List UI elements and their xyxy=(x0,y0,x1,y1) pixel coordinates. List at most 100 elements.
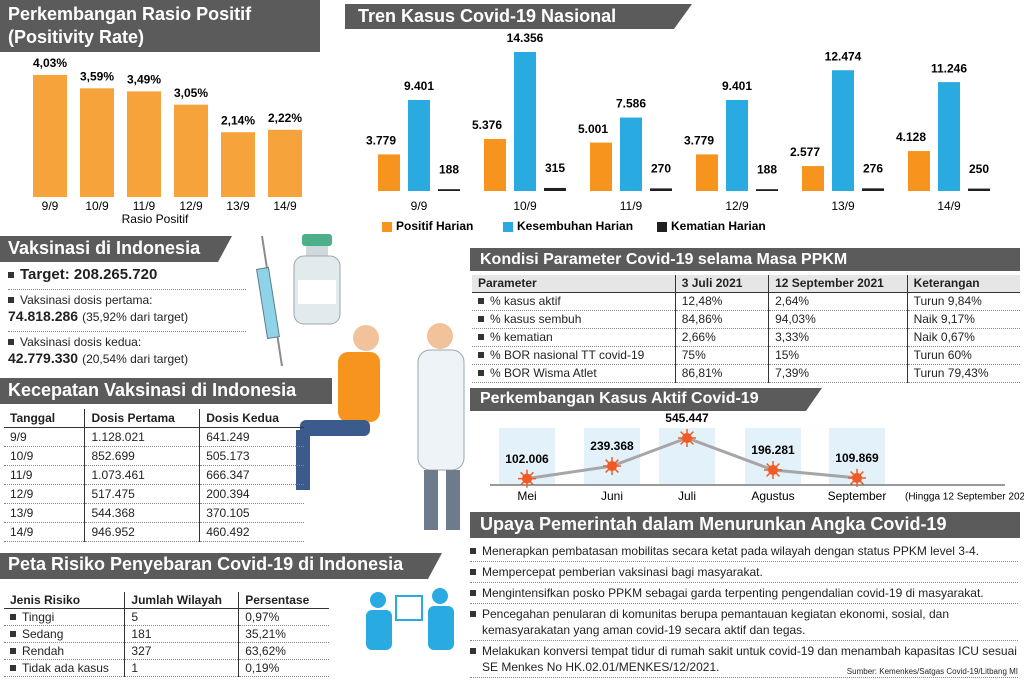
cell-text: 9/9 xyxy=(10,430,27,444)
value-label: 109.869 xyxy=(835,451,879,465)
item-label: Vaksinasi dosis kedua: xyxy=(20,335,142,349)
x-tick-label: 14/9 xyxy=(273,199,297,213)
table-row: Tidak ada kasus 1 0,19% xyxy=(4,659,329,677)
cell-text: 666.347 xyxy=(206,468,250,482)
data-table: Tanggal Dosis Pertama Dosis Kedua 9/9 1.128.… xyxy=(4,409,304,542)
cell-text: Rendah xyxy=(22,644,65,658)
table-cell: 1.073.461 xyxy=(84,465,200,485)
cell-text: 35,21% xyxy=(245,627,286,641)
section-title: Kecepatan Vaksinasi di Indonesia xyxy=(8,380,297,400)
point xyxy=(768,465,778,476)
measure-item: Mempercepat pemberian vaksinasi bagi mas… xyxy=(470,562,1018,583)
x-tick-label: 14/9 xyxy=(937,199,961,213)
chart-title: Perkembangan Rasio Positif xyxy=(8,4,252,24)
table-cell: Turun 60% xyxy=(906,346,1020,365)
table-row: 13/9 544.368 370.105 xyxy=(4,503,304,523)
data-table: Parameter 3 Juli 2021 12 September 2021 Ket… xyxy=(472,275,1020,383)
legend-swatch xyxy=(503,222,513,232)
bar xyxy=(33,75,67,197)
column-header: Dosis Pertama xyxy=(84,409,200,428)
cell-text: 15% xyxy=(775,348,800,362)
square-bullet xyxy=(478,352,484,359)
table-cell: 200.394 xyxy=(199,484,304,504)
x-tick-label: Juni xyxy=(601,489,623,503)
measure-item: Mengintensifkan posko PPKM sebagai garda… xyxy=(470,583,1018,604)
item-label: Vaksinasi dosis pertama: xyxy=(20,293,153,307)
table-cell: 63,62% xyxy=(238,642,329,660)
bar xyxy=(908,151,930,191)
bar xyxy=(650,188,672,191)
table-cell: 2,64% xyxy=(768,292,908,311)
value-label: 196.281 xyxy=(751,443,795,457)
x-tick-label: 9/9 xyxy=(42,199,59,213)
cell-text: 2,66% xyxy=(681,330,716,344)
column-header: Tanggal xyxy=(4,409,85,428)
square-bullet xyxy=(10,665,16,672)
x-tick-label: 10/9 xyxy=(85,199,109,213)
value-label: 3,49% xyxy=(127,73,161,87)
point xyxy=(522,473,532,484)
table-row: % kasus aktif 12,48% 2,64% Turun 9,84% xyxy=(472,292,1020,311)
table-row: % BOR nasional TT covid-19 75% 15% Turun 60… xyxy=(472,346,1020,365)
bar xyxy=(514,52,536,191)
column-header: Jumlah Wilayah xyxy=(124,592,239,609)
square-bullet xyxy=(470,611,476,617)
people-illustration xyxy=(296,323,465,530)
cell-text: Sedang xyxy=(22,627,64,641)
table-row: 11/9 1.073.461 666.347 xyxy=(4,465,304,485)
marker-group xyxy=(848,468,866,487)
table-cell: 666.347 xyxy=(199,465,304,485)
bar xyxy=(696,154,718,191)
x-tick-label: September xyxy=(828,489,887,503)
bar xyxy=(438,189,460,191)
bar xyxy=(221,132,255,197)
value-label: 4.128 xyxy=(896,130,926,144)
value-label: 239.368 xyxy=(590,439,634,453)
column-header: 12 September 2021 xyxy=(768,275,908,293)
bar xyxy=(938,82,960,191)
cell-text: 14/9 xyxy=(10,525,34,539)
cell-text: Naik 0,67% xyxy=(913,330,975,344)
table-cell: % BOR nasional TT covid-19 xyxy=(472,346,676,365)
table-cell: 505.173 xyxy=(199,446,304,466)
table-cell: Rendah xyxy=(4,642,125,660)
table-cell: 86,81% xyxy=(674,364,769,383)
table-cell: 852.699 xyxy=(84,446,200,466)
column-header: 3 Juli 2021 xyxy=(674,275,769,293)
table-row: % kasus sembuh 84,86% 94,03% Naik 9,17% xyxy=(472,310,1020,329)
cell-text: 370.105 xyxy=(206,506,250,520)
table-cell: 0,19% xyxy=(238,659,329,677)
bar xyxy=(378,154,400,191)
cell-text: 3,33% xyxy=(775,330,810,344)
cell-text: 63,62% xyxy=(245,644,286,658)
value-label: 7.586 xyxy=(616,97,646,111)
bar xyxy=(968,188,990,191)
square-bullet xyxy=(478,334,484,341)
table-cell: 11/9 xyxy=(4,465,85,485)
measures-list: Menerapkan pembatasan mobilitas secara k… xyxy=(470,541,1018,678)
cell-text: 327 xyxy=(131,644,152,658)
table-cell: % kasus sembuh xyxy=(472,310,676,329)
data-table: Jenis Risiko Jumlah Wilayah Persentase Ting… xyxy=(4,592,329,677)
target-text: Target: 208.265.720 xyxy=(20,266,158,283)
measure-text: Mempercepat pemberian vaksinasi bagi mas… xyxy=(482,565,763,579)
chart-note: (Hingga 12 September 2021) xyxy=(905,492,1024,503)
header-bar xyxy=(470,388,822,411)
measure-text: Melakukan konversi tempat tidur di rumah… xyxy=(482,644,1017,674)
value-label: 315 xyxy=(545,161,565,175)
table-cell: 0,97% xyxy=(238,608,329,626)
square-bullet xyxy=(10,614,16,621)
cell-text: Naik 9,17% xyxy=(913,312,975,326)
table-cell: 75% xyxy=(674,346,769,365)
section-title: Vaksinasi di Indonesia xyxy=(8,238,201,258)
cell-text: 0,97% xyxy=(245,610,280,624)
table-cell: 517.475 xyxy=(84,484,200,504)
x-tick-label: 11/9 xyxy=(133,199,156,213)
cell-text: 94,03% xyxy=(775,312,816,326)
point xyxy=(682,433,692,443)
x-axis-label: Rasio Positif xyxy=(122,212,189,226)
table-cell: 12/9 xyxy=(4,484,85,504)
table-cell: 35,21% xyxy=(238,625,329,643)
table-cell: 641.249 xyxy=(199,427,304,447)
table-row: Rendah 327 63,62% xyxy=(4,642,329,660)
